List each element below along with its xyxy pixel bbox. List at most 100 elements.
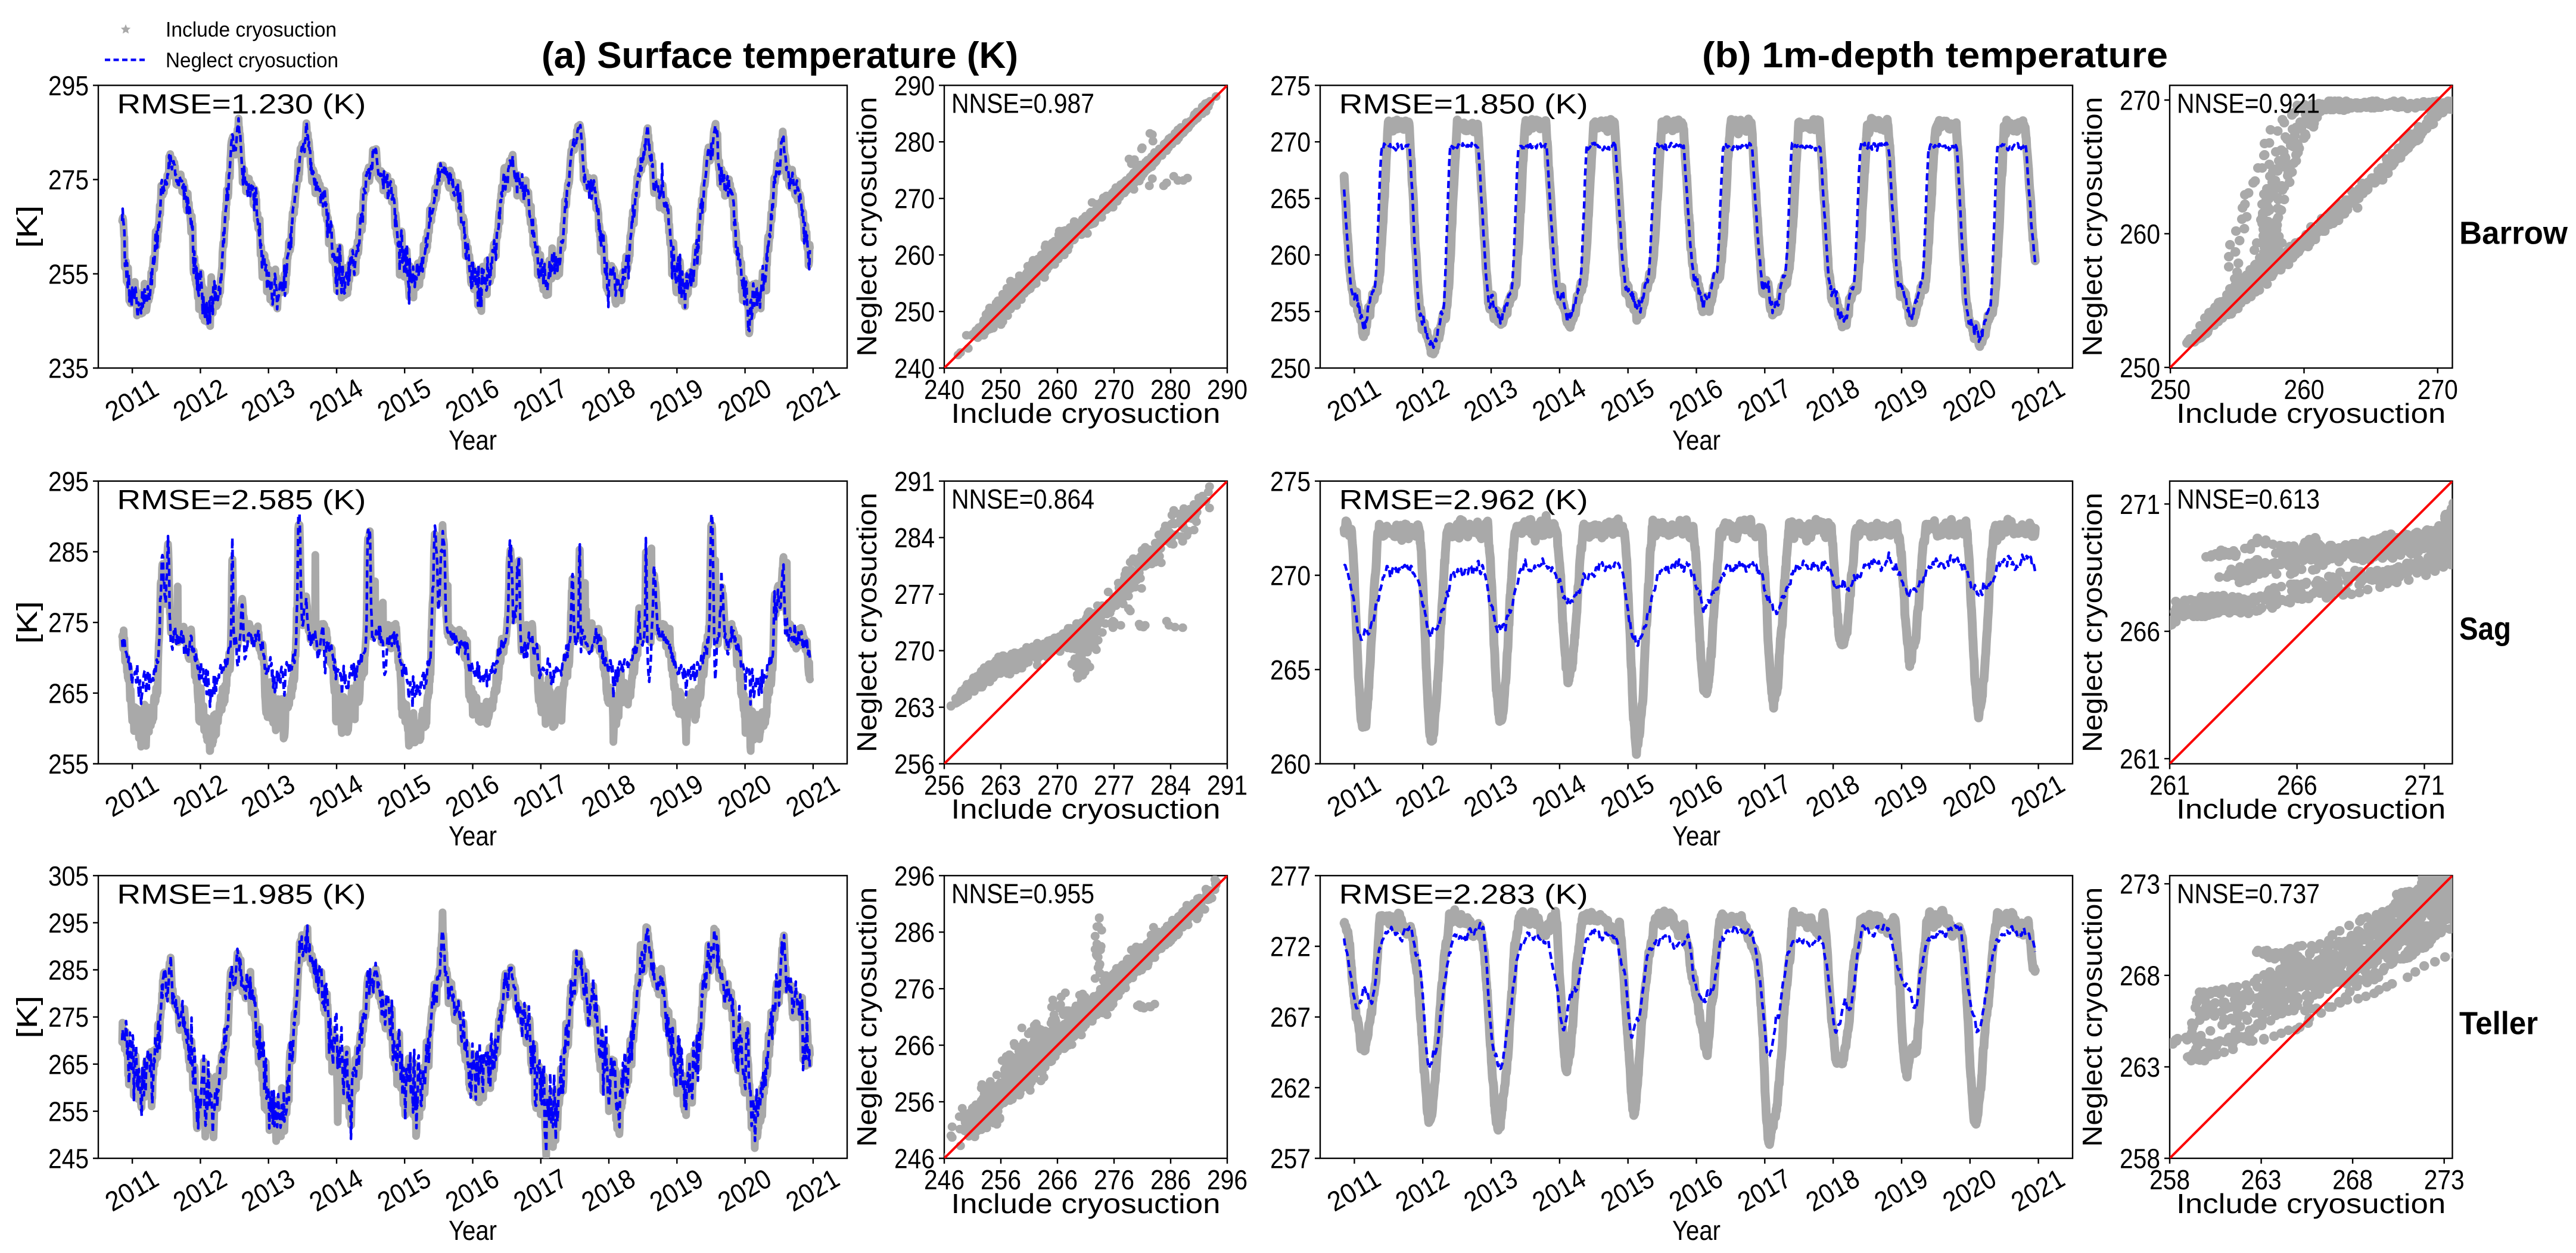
svg-text:256: 256 (894, 1087, 935, 1118)
svg-text:266: 266 (894, 1030, 935, 1061)
svg-text:271: 271 (2120, 489, 2160, 520)
svg-text:262: 262 (1270, 1073, 1311, 1104)
svg-text:268: 268 (2120, 960, 2160, 991)
svg-text:270: 270 (2418, 374, 2458, 405)
svg-text:250: 250 (2150, 374, 2191, 405)
svg-text:296: 296 (894, 861, 935, 892)
svg-text:250: 250 (981, 374, 1021, 405)
svg-text:Include cryosuction: Include cryosuction (2176, 1188, 2446, 1219)
svg-text:266: 266 (2277, 770, 2317, 801)
svg-text:263: 263 (2120, 1052, 2160, 1083)
svg-text:275: 275 (48, 1002, 89, 1033)
svg-text:275: 275 (48, 164, 89, 195)
svg-text:256: 256 (894, 749, 935, 780)
svg-text:Year: Year (1672, 821, 1721, 852)
svg-text:286: 286 (894, 917, 935, 948)
svg-text:280: 280 (1150, 374, 1191, 405)
svg-text:270: 270 (894, 635, 935, 666)
svg-text:275: 275 (1270, 466, 1311, 497)
svg-text:246: 246 (924, 1164, 965, 1195)
svg-text:260: 260 (1270, 240, 1311, 271)
svg-text:275: 275 (48, 607, 89, 638)
svg-text:305: 305 (48, 861, 89, 892)
svg-text:273: 273 (2120, 869, 2160, 900)
svg-text:NNSE=0.737: NNSE=0.737 (2177, 878, 2320, 909)
svg-text:280: 280 (894, 127, 935, 158)
svg-text:Neglect cryosuction: Neglect cryosuction (851, 97, 882, 357)
svg-text:250: 250 (1270, 353, 1311, 384)
svg-text:265: 265 (1270, 183, 1311, 214)
svg-text:261: 261 (2149, 770, 2190, 801)
svg-text:277: 277 (894, 579, 935, 610)
svg-text:(a) Surface temperature (K): (a) Surface temperature (K) (542, 35, 1018, 76)
svg-text:Year: Year (1672, 425, 1721, 456)
svg-text:258: 258 (2120, 1143, 2160, 1174)
svg-text:263: 263 (981, 770, 1021, 801)
svg-text:Include cryosuction: Include cryosuction (951, 398, 1221, 429)
svg-text:276: 276 (1094, 1164, 1134, 1195)
svg-text:Year: Year (449, 1215, 497, 1246)
svg-text:295: 295 (48, 908, 89, 939)
svg-text:256: 256 (981, 1164, 1021, 1195)
svg-text:260: 260 (2120, 219, 2160, 250)
svg-text:265: 265 (48, 1049, 89, 1080)
svg-text:RMSE=1.230 (K): RMSE=1.230 (K) (117, 88, 366, 119)
svg-text:240: 240 (924, 374, 965, 405)
svg-text:RMSE=2.283 (K): RMSE=2.283 (K) (1339, 878, 1588, 909)
svg-text:NNSE=0.613: NNSE=0.613 (2177, 484, 2320, 515)
svg-text:277: 277 (1094, 770, 1134, 801)
svg-text:235: 235 (48, 353, 89, 384)
svg-text:273: 273 (2424, 1164, 2465, 1195)
svg-text:263: 263 (2241, 1164, 2282, 1195)
svg-text:277: 277 (1270, 861, 1311, 892)
svg-text:[K]: [K] (12, 996, 43, 1039)
svg-text:268: 268 (2332, 1164, 2373, 1195)
svg-text:284: 284 (894, 522, 935, 553)
svg-text:(b) 1m-depth temperature: (b) 1m-depth temperature (1702, 35, 2168, 75)
svg-text:RMSE=2.585 (K): RMSE=2.585 (K) (117, 484, 366, 515)
svg-text:270: 270 (894, 183, 935, 214)
svg-text:266: 266 (1037, 1164, 1078, 1195)
svg-text:Neglect cryosuction: Neglect cryosuction (851, 493, 882, 752)
svg-text:258: 258 (2149, 1164, 2190, 1195)
svg-text:290: 290 (1207, 374, 1247, 405)
svg-text:270: 270 (1094, 374, 1134, 405)
svg-text:NNSE=0.987: NNSE=0.987 (951, 88, 1094, 119)
svg-text:245: 245 (48, 1143, 89, 1174)
svg-text:266: 266 (2120, 616, 2160, 647)
svg-text:284: 284 (1150, 770, 1191, 801)
svg-text:261: 261 (2120, 743, 2160, 774)
svg-text:Include cryosuction: Include cryosuction (2176, 398, 2446, 429)
svg-text:Include cryosuction: Include cryosuction (951, 794, 1221, 825)
svg-text:RMSE=2.962 (K): RMSE=2.962 (K) (1339, 484, 1588, 515)
svg-text:Sag: Sag (2459, 611, 2511, 647)
svg-text:295: 295 (48, 70, 89, 101)
svg-text:246: 246 (894, 1143, 935, 1174)
svg-text:Include cryosuction: Include cryosuction (951, 1188, 1221, 1219)
svg-text:257: 257 (1270, 1143, 1311, 1174)
svg-text:Neglect cryosuction: Neglect cryosuction (2077, 493, 2108, 752)
svg-text:275: 275 (1270, 70, 1311, 101)
svg-text:Neglect cryosuction: Neglect cryosuction (2077, 887, 2108, 1147)
svg-text:295: 295 (48, 466, 89, 497)
svg-text:Neglect cryosuction: Neglect cryosuction (851, 887, 882, 1147)
svg-text:270: 270 (1037, 770, 1078, 801)
svg-text:240: 240 (894, 353, 935, 384)
svg-text:RMSE=1.850 (K): RMSE=1.850 (K) (1339, 88, 1588, 119)
svg-text:265: 265 (48, 678, 89, 709)
svg-text:250: 250 (2120, 352, 2160, 383)
svg-text:Neglect cryosuction: Neglect cryosuction (166, 49, 338, 72)
svg-text:Year: Year (1672, 1215, 1721, 1246)
svg-text:260: 260 (894, 240, 935, 271)
svg-text:Barrow: Barrow (2459, 216, 2568, 251)
svg-text:270: 270 (1270, 560, 1311, 591)
svg-text:285: 285 (48, 537, 89, 568)
svg-text:263: 263 (894, 692, 935, 723)
svg-text:Include cryosuction: Include cryosuction (166, 18, 337, 42)
svg-text:Year: Year (449, 821, 497, 852)
svg-text:286: 286 (1150, 1164, 1191, 1195)
svg-text:[K]: [K] (12, 205, 43, 248)
svg-text:256: 256 (924, 770, 965, 801)
svg-text:265: 265 (1270, 654, 1311, 685)
svg-text:Teller: Teller (2459, 1006, 2538, 1042)
